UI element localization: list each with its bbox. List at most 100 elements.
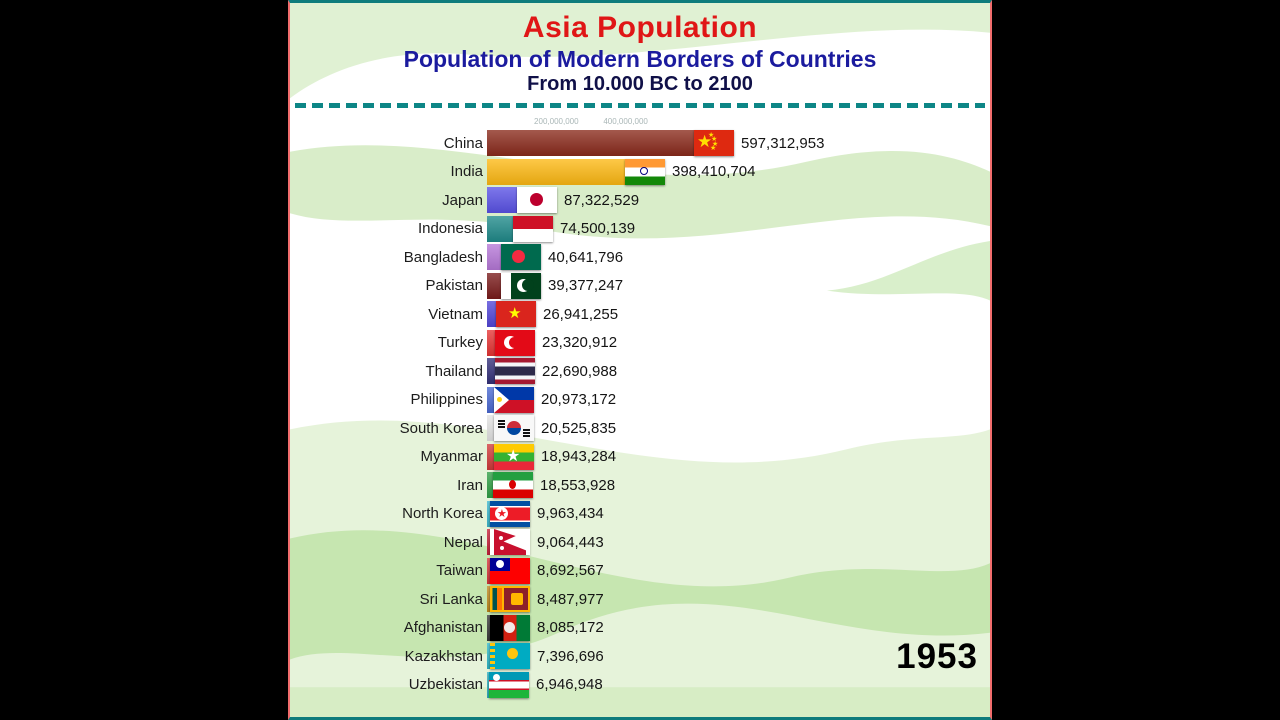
- chart-row: Pakistan 39,377,247: [292, 272, 988, 299]
- chart-row: Japan 87,322,529: [292, 187, 988, 213]
- current-year-label: 1953: [896, 637, 978, 676]
- country-label: India: [450, 163, 483, 180]
- letterbox-right: [992, 0, 1280, 720]
- population-bar: [487, 158, 625, 185]
- letterbox-left: [0, 0, 288, 720]
- chart-row: Indonesia 74,500,139: [292, 215, 988, 242]
- country-label: Uzbekistan: [408, 676, 483, 693]
- flag-icon-pakistan: [501, 272, 541, 299]
- chart-row: Kazakhstan 7,396,696: [292, 643, 988, 669]
- population-bar: [487, 301, 496, 327]
- population-bar: [487, 643, 490, 669]
- country-label: Nepal: [443, 533, 483, 551]
- population-bar: [487, 586, 490, 612]
- population-bar: [487, 272, 501, 299]
- chart-row: North Korea 9,963,434: [292, 500, 988, 527]
- country-label: Pakistan: [425, 277, 483, 294]
- population-bar: [487, 329, 495, 356]
- population-bar: [487, 500, 490, 527]
- chart-row: Myanmar 18,943,284: [292, 443, 988, 470]
- country-label: Bangladesh: [403, 248, 483, 266]
- population-value: 597,312,953: [741, 134, 825, 152]
- chart-header: Asia Population Population of Modern Bor…: [290, 11, 990, 96]
- chart-row: Iran 18,553,928: [292, 472, 988, 498]
- country-label: South Korea: [399, 419, 483, 437]
- flag-icon-thailand: [495, 358, 535, 384]
- population-value: 18,553,928: [540, 476, 616, 494]
- country-label: Vietnam: [428, 305, 483, 323]
- chart-row: Taiwan 8,692,567: [292, 557, 988, 584]
- country-label: Kazakhstan: [404, 647, 483, 665]
- flag-icon-bangladesh: [501, 244, 541, 270]
- population-bar: [487, 130, 694, 156]
- country-label: China: [443, 134, 483, 152]
- population-bar: [487, 529, 490, 555]
- flag-icon-south-korea: [494, 415, 534, 441]
- population-value: 74,500,139: [560, 220, 636, 237]
- chart-panel: Asia Population Population of Modern Bor…: [288, 0, 992, 720]
- population-value: 20,973,172: [541, 391, 617, 408]
- country-label: Thailand: [425, 362, 483, 380]
- chart-row: Vietnam 26,941,255: [292, 301, 988, 327]
- flag-icon-uzbekistan: [489, 671, 529, 698]
- population-bar: [487, 215, 513, 242]
- chart-row: Uzbekistan 6,946,948: [292, 671, 988, 698]
- population-bar: [487, 386, 494, 413]
- background-waves-decoration: [290, 3, 990, 717]
- population-value: 8,487,977: [537, 590, 604, 608]
- country-label: Sri Lanka: [419, 590, 483, 608]
- chart-row: China 597,312,953: [292, 130, 988, 156]
- country-label: Taiwan: [436, 562, 483, 579]
- population-value: 6,946,948: [536, 676, 603, 693]
- population-bar: [487, 358, 495, 384]
- flag-icon-nepal: [490, 529, 530, 555]
- population-bar: [487, 187, 517, 213]
- population-bar: [487, 244, 501, 270]
- population-value: 398,410,704: [672, 163, 756, 180]
- flag-icon-indonesia: [513, 215, 553, 242]
- chart-row: Thailand 22,690,988: [292, 358, 988, 384]
- flag-icon-japan: [517, 187, 557, 213]
- country-label: Indonesia: [417, 220, 483, 237]
- population-value: 23,320,912: [542, 334, 618, 351]
- country-label: Turkey: [437, 334, 483, 351]
- x-axis-ticks: 200,000,000 400,000,000: [292, 115, 988, 129]
- flag-icon-afghanistan: [490, 614, 530, 641]
- flag-icon-iran: [493, 472, 533, 498]
- chart-row: Philippines 20,973,172: [292, 386, 988, 413]
- chart-row: Sri Lanka 8,487,977: [292, 586, 988, 612]
- chart-row: Nepal 9,064,443: [292, 529, 988, 555]
- country-label: Myanmar: [420, 448, 483, 465]
- population-bar: [487, 443, 494, 470]
- page-title: Asia Population: [522, 11, 758, 44]
- flag-icon-philippines: [494, 386, 534, 413]
- country-label: Afghanistan: [403, 619, 483, 636]
- chart-row: Turkey 23,320,912: [292, 329, 988, 356]
- dashed-divider: [295, 103, 985, 108]
- population-value: 26,941,255: [543, 305, 619, 323]
- population-value: 8,085,172: [537, 619, 604, 636]
- population-bar: [487, 671, 489, 698]
- population-value: 22,690,988: [542, 362, 618, 380]
- flag-icon-vietnam: [496, 301, 536, 327]
- population-bar: [487, 557, 490, 584]
- chart-subtitle: Population of Modern Borders of Countrie…: [403, 46, 877, 72]
- date-range-label: From 10.000 BC to 2100: [527, 73, 753, 95]
- chart-row: South Korea 20,525,835: [292, 415, 988, 441]
- flag-icon-myanmar: [494, 443, 534, 470]
- population-value: 87,322,529: [564, 191, 640, 209]
- flag-icon-taiwan: [490, 557, 530, 584]
- population-value: 8,692,567: [537, 562, 604, 579]
- country-label: North Korea: [402, 505, 483, 522]
- population-value: 20,525,835: [541, 419, 617, 437]
- flag-icon-kazakhstan: [490, 643, 530, 669]
- chart-row: India 398,410,704: [292, 158, 988, 185]
- population-value: 7,396,696: [537, 647, 604, 665]
- bar-chart: 200,000,000 400,000,000 China 597,312,953 I…: [292, 115, 988, 717]
- population-value: 39,377,247: [548, 277, 624, 294]
- flag-icon-north-korea: [490, 500, 530, 527]
- country-label: Japan: [442, 191, 483, 209]
- flag-icon-sri-lanka: [490, 586, 530, 612]
- flag-icon-turkey: [495, 329, 535, 356]
